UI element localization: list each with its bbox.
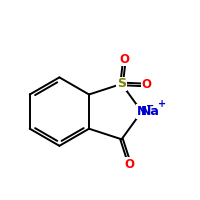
Text: −: − — [146, 101, 154, 111]
Text: O: O — [125, 158, 135, 171]
Text: S: S — [117, 77, 126, 90]
Text: N: N — [137, 105, 147, 118]
Text: +: + — [158, 99, 166, 109]
Text: Na: Na — [141, 105, 160, 118]
Text: O: O — [141, 78, 151, 91]
Text: O: O — [120, 53, 130, 66]
